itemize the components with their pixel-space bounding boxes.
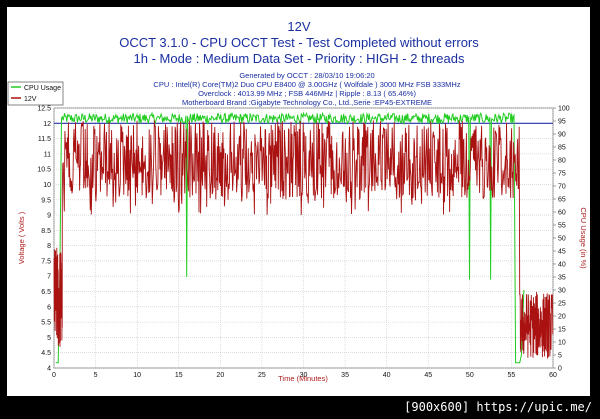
- y2-axis-label: CPU Usage (in %): [579, 207, 588, 269]
- y-tick-label: 6: [47, 304, 51, 311]
- chart-info-3: Overclock : 4013.99 MHz ; FSB 446MHz | R…: [198, 89, 416, 98]
- y2-tick-label: 60: [558, 210, 566, 217]
- chart-frame: 12V OCCT 3.1.0 - CPU OCCT Test - Test Co…: [7, 7, 590, 396]
- x-tick-label: 15: [175, 372, 183, 379]
- x-tick-label: 40: [383, 372, 391, 379]
- x-tick-label: 10: [133, 372, 141, 379]
- y-tick-label: 9: [47, 213, 51, 220]
- legend-box: [7, 81, 64, 106]
- y2-tick-label: 40: [558, 262, 566, 269]
- y2-tick-label: 55: [558, 223, 566, 230]
- y2-tick-label: 10: [558, 340, 566, 347]
- y2-axis-ticks: 0 5 10 15 20 25 30 35 40 45 50 55 60 65 70 75 80 85 90 95 10…: [553, 106, 570, 373]
- y2-tick-label: 50: [558, 236, 566, 243]
- y2-tick-label: 30: [558, 288, 566, 295]
- y2-tick-label: 15: [558, 327, 566, 334]
- y2-tick-label: 85: [558, 145, 566, 152]
- series-line-12v: [53, 120, 554, 359]
- y-tick-label: 8: [47, 243, 51, 250]
- legend-label-12v: 12V: [24, 96, 37, 103]
- x-tick-label: 30: [300, 372, 308, 379]
- x-tick-label: 25: [258, 372, 266, 379]
- chart-info-4: Motherboard Brand :Gigabyte Technology C…: [182, 98, 432, 107]
- y-tick-label: 4.5: [41, 350, 51, 357]
- y-tick-label: 12.5: [37, 106, 51, 113]
- series-line-cpu-usage: [55, 111, 525, 364]
- y-tick-label: 6.5: [41, 289, 51, 296]
- y2-tick-label: 90: [558, 132, 566, 139]
- y2-tick-label: 70: [558, 184, 566, 191]
- legend: CPU Usage 12V: [7, 81, 64, 106]
- chart-info-1: Generated by OCCT : 28/03/10 19:06:20: [239, 71, 374, 80]
- y2-tick-label: 25: [558, 301, 566, 308]
- y-tick-label: 9.5: [41, 197, 51, 204]
- y-tick-label: 7: [47, 274, 51, 281]
- x-tick-label: 60: [549, 372, 557, 379]
- x-tick-label: 20: [216, 372, 224, 379]
- y-tick-label: 10.5: [37, 167, 51, 174]
- x-axis-label: Time (Minutes): [278, 374, 328, 383]
- y-tick-label: 5: [47, 335, 51, 342]
- y-tick-label: 7.5: [41, 258, 51, 265]
- chart-subtitle-2: 1h - Mode : Medium Data Set - Priority :…: [134, 51, 465, 66]
- y2-tick-label: 95: [558, 119, 566, 126]
- x-tick-label: 0: [52, 372, 56, 379]
- y2-tick-label: 5: [558, 353, 562, 360]
- y2-tick-label: 75: [558, 171, 566, 178]
- y2-tick-label: 65: [558, 197, 566, 204]
- y2-tick-label: 0: [558, 366, 562, 373]
- y2-tick-label: 20: [558, 314, 566, 321]
- x-axis-ticks: 0 5 10 15 20 25 30 35 40 45 50 55 60: [52, 372, 557, 379]
- y2-tick-label: 45: [558, 249, 566, 256]
- x-tick-label: 50: [466, 372, 474, 379]
- chart-svg: 12V OCCT 3.1.0 - CPU OCCT Test - Test Co…: [7, 19, 588, 383]
- chart-subtitle-1: OCCT 3.1.0 - CPU OCCT Test - Test Comple…: [119, 35, 479, 50]
- y-tick-label: 11: [44, 151, 51, 158]
- y-tick-label: 10: [43, 182, 51, 189]
- x-tick-label: 5: [94, 372, 98, 379]
- y2-tick-label: 100: [558, 106, 570, 113]
- y-tick-label: 8.5: [41, 228, 51, 235]
- x-tick-label: 45: [424, 372, 432, 379]
- x-tick-label: 55: [508, 372, 516, 379]
- chart-info-2: CPU : Intel(R) Core(TM)2 Duo CPU E8400 @…: [153, 80, 460, 89]
- y-axis-label: Voltage ( Volts ): [17, 211, 26, 264]
- y2-tick-label: 80: [558, 158, 566, 165]
- footer-watermark: [900x600] https://upic.me/: [404, 400, 592, 414]
- y-axis-ticks: 4 4.5 5 5.5 6 6.5 7 7.5 8 8.5 9 9.5 10 10.5 11 11.5 12 12…: [37, 106, 51, 373]
- chart-title: 12V: [287, 19, 310, 34]
- y-tick-label: 11.5: [38, 136, 51, 143]
- y-tick-label: 12: [43, 121, 51, 128]
- y2-tick-label: 35: [558, 275, 566, 282]
- x-tick-label: 35: [341, 372, 349, 379]
- y-tick-label: 5.5: [41, 320, 51, 327]
- legend-label-cpu-usage: CPU Usage: [24, 85, 61, 92]
- y-tick-label: 4: [47, 366, 51, 373]
